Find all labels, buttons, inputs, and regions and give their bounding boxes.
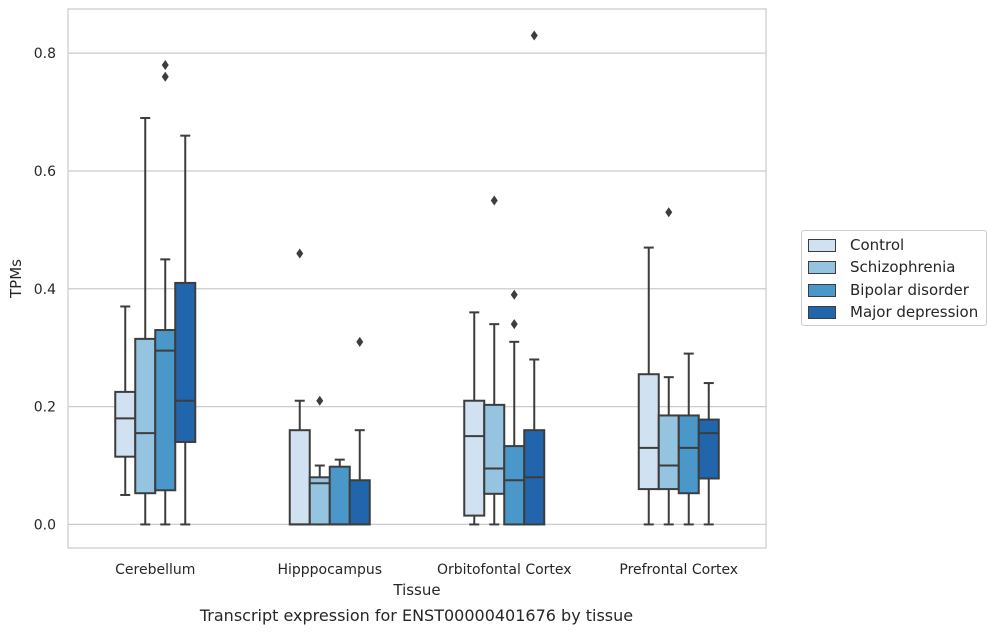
legend-swatch-schizophrenia (808, 260, 836, 274)
box-iqr (503, 445, 526, 526)
y-tick-label: 0.8 (34, 46, 56, 62)
box-iqr (677, 414, 700, 495)
box-major-depression (348, 336, 371, 526)
box-iqr (328, 465, 351, 526)
box-iqr (463, 399, 486, 517)
boxes (114, 30, 720, 526)
box-schizophrenia (308, 395, 331, 526)
outlier-point (161, 59, 169, 70)
legend-swatch-control (808, 238, 836, 252)
box-bipolar-disorder (328, 458, 351, 526)
legend: Control Schizophrenia Bipolar disorder M… (801, 230, 987, 326)
legend-item-schizophrenia: Schizophrenia (808, 257, 955, 277)
box-iqr (637, 373, 660, 491)
plot-frame (67, 8, 767, 549)
legend-label-major-depression: Major depression (850, 303, 979, 321)
x-tick-label: Hipppocampus (277, 562, 382, 578)
outlier-point (665, 207, 673, 218)
box-iqr (134, 337, 157, 495)
outlier-point (510, 319, 518, 330)
y-tick-label: 0.0 (34, 517, 56, 533)
box-major-depression (174, 134, 197, 526)
box-iqr (697, 418, 720, 480)
box-schizophrenia (483, 195, 506, 526)
outlier-point (296, 248, 304, 259)
box-control (463, 311, 486, 526)
box-iqr (288, 429, 311, 526)
legend-swatch-major-depression (808, 305, 836, 319)
legend-item-major-depression: Major depression (808, 302, 978, 322)
outlier-point (356, 336, 364, 347)
legend-swatch-bipolar-disorder (808, 283, 836, 297)
outlier-point (530, 30, 538, 41)
x-axis-label: Tissue (392, 581, 440, 599)
box-iqr (308, 476, 331, 526)
box-iqr (154, 329, 177, 492)
outlier-point (316, 395, 324, 406)
box-control (114, 305, 137, 496)
x-tick-label: Orbitofontal Cortex (437, 562, 572, 578)
legend-item-control: Control (808, 235, 904, 255)
legend-label-schizophrenia: Schizophrenia (850, 258, 956, 276)
y-tick-label: 0.4 (34, 282, 56, 298)
outlier-point (490, 195, 498, 206)
box-iqr (657, 414, 680, 491)
box-bipolar-disorder (154, 59, 177, 526)
chart-caption: Transcript expression for ENST0000040167… (199, 606, 634, 625)
outlier-point (510, 289, 518, 300)
box-major-depression (697, 382, 720, 526)
box-iqr (114, 390, 137, 458)
y-axis-ticks: 0.0 0.2 0.4 0.6 0.8 (34, 46, 56, 533)
box-schizophrenia (134, 116, 157, 526)
legend-label-bipolar-disorder: Bipolar disorder (850, 281, 969, 299)
y-axis-label: TPMs (7, 259, 25, 299)
x-tick-label: Prefrontal Cortex (619, 562, 738, 578)
box-iqr (174, 281, 197, 443)
y-tick-label: 0.6 (34, 164, 56, 180)
legend-item-bipolar-disorder: Bipolar disorder (808, 280, 969, 300)
box-iqr (483, 403, 506, 495)
legend-label-control: Control (850, 236, 905, 254)
box-iqr (348, 479, 371, 526)
box-schizophrenia (657, 207, 680, 526)
box-major-depression (523, 30, 546, 526)
y-tick-label: 0.2 (34, 400, 56, 416)
outlier-point (161, 71, 169, 82)
box-control (288, 248, 311, 526)
x-tick-label: Cerebellum (115, 562, 195, 578)
box-bipolar-disorder (677, 352, 700, 526)
x-axis-ticks: Cerebellum Hipppocampus Orbitofontal Corte… (115, 562, 738, 578)
